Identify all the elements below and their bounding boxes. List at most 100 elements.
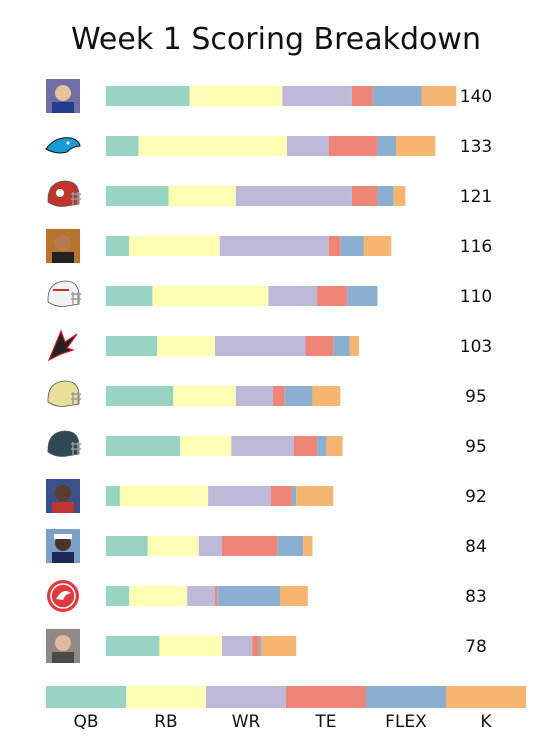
legend-label-rb: RB bbox=[154, 712, 177, 732]
bar-segment-wr bbox=[231, 436, 294, 456]
hawks-logo-icon bbox=[47, 580, 79, 612]
bar-segment-qb bbox=[106, 186, 169, 206]
legend-swatch-flex bbox=[366, 686, 446, 708]
bar-segment-te bbox=[317, 286, 348, 306]
bar-segment-wr bbox=[287, 136, 329, 156]
bar-segment-rb bbox=[189, 86, 283, 106]
bar-segment-te bbox=[351, 86, 373, 106]
bar-segment-rb bbox=[129, 236, 220, 256]
bar-segment-k bbox=[303, 536, 313, 556]
total-label: 110 bbox=[460, 287, 492, 307]
bar-segment-qb bbox=[106, 236, 130, 256]
legend-label-flex: FLEX bbox=[385, 712, 427, 732]
bar-segment-qb bbox=[106, 486, 120, 506]
bar-segment-flex bbox=[259, 636, 262, 656]
bar-segment-qb bbox=[106, 336, 157, 356]
bar-segment-k bbox=[396, 136, 436, 156]
bar-segment-wr bbox=[235, 386, 273, 406]
team-rows: 140 133 121 116 110 103 95 95 92 84 83 78 bbox=[45, 79, 492, 663]
bar-segment-qb bbox=[106, 386, 174, 406]
bar-segment-flex bbox=[377, 136, 396, 156]
bar-segment-te bbox=[351, 186, 378, 206]
bar-segment-wr bbox=[222, 636, 253, 656]
team-row: 95 bbox=[47, 430, 487, 457]
total-label: 84 bbox=[465, 537, 487, 557]
team-row: 83 bbox=[47, 580, 487, 612]
bar-segment-flex bbox=[347, 286, 378, 306]
bar-segment-qb bbox=[106, 586, 130, 606]
bar-segment-k bbox=[261, 636, 297, 656]
bar-segment-flex bbox=[377, 186, 394, 206]
bar-segment-k bbox=[280, 586, 308, 606]
white-helmet-icon bbox=[47, 280, 81, 307]
bar-segment-rb bbox=[159, 636, 222, 656]
bar-segment-wr bbox=[268, 286, 318, 306]
bar-segment-qb bbox=[106, 86, 190, 106]
falcon-logo-icon bbox=[47, 329, 78, 362]
chart-title: Week 1 Scoring Breakdown bbox=[71, 22, 481, 57]
legend-label-k: K bbox=[480, 712, 492, 732]
player-photo-icon bbox=[46, 229, 80, 263]
team-row: 121 bbox=[47, 180, 492, 207]
legend-swatch-qb bbox=[46, 686, 126, 708]
bar-segment-rb bbox=[152, 286, 269, 306]
bar-segment-te bbox=[293, 436, 318, 456]
legend-label-te: TE bbox=[314, 712, 336, 732]
bar-segment-rb bbox=[173, 386, 236, 406]
bar-segment-rb bbox=[157, 336, 215, 356]
total-label: 95 bbox=[465, 437, 487, 457]
legend-swatch-rb bbox=[126, 686, 206, 708]
bar-segment-wr bbox=[187, 586, 215, 606]
bar-segment-k bbox=[363, 236, 392, 256]
cheerleader-photo-icon bbox=[46, 79, 80, 113]
gold-helmet-icon bbox=[47, 380, 81, 407]
total-label: 121 bbox=[460, 187, 492, 207]
bar-segment-wr bbox=[208, 486, 271, 506]
bar-segment-wr bbox=[235, 186, 352, 206]
bar-segment-te bbox=[215, 586, 218, 606]
total-label: 92 bbox=[465, 487, 487, 507]
legend-swatch-te bbox=[286, 686, 366, 708]
bar-segment-flex bbox=[291, 486, 297, 506]
bar-segment-k bbox=[326, 436, 343, 456]
total-label: 78 bbox=[465, 637, 487, 657]
team-row: 133 bbox=[45, 136, 492, 157]
legend-label-wr: WR bbox=[232, 712, 261, 732]
bar-segment-qb bbox=[106, 436, 181, 456]
bar-segment-rb bbox=[147, 536, 199, 556]
bar-segment-qb bbox=[106, 636, 160, 656]
bar-segment-rb bbox=[180, 436, 232, 456]
bar-segment-rb bbox=[119, 486, 209, 506]
bar-segment-flex bbox=[317, 436, 327, 456]
bar-segment-k bbox=[393, 186, 406, 206]
team-row: 84 bbox=[46, 529, 487, 563]
total-label: 95 bbox=[465, 387, 487, 407]
legend: QB RB WR TE FLEX K bbox=[46, 686, 526, 732]
legend-swatch-k bbox=[446, 686, 526, 708]
bar-segment-te bbox=[328, 236, 341, 256]
bar-segment-k bbox=[296, 486, 334, 506]
bar-segment-flex bbox=[333, 336, 350, 356]
bar-segment-te bbox=[270, 486, 292, 506]
bar-segment-te bbox=[252, 636, 260, 656]
bar-segment-wr bbox=[282, 86, 352, 106]
bar-segment-flex bbox=[277, 536, 304, 556]
bar-segment-te bbox=[222, 536, 278, 556]
bar-segment-k bbox=[312, 386, 341, 406]
team-row: 103 bbox=[47, 329, 492, 362]
legend-label-qb: QB bbox=[73, 712, 98, 732]
panther-logo-icon bbox=[45, 137, 81, 154]
bar-segment-flex bbox=[284, 386, 313, 406]
bar-segment-qb bbox=[106, 136, 139, 156]
team-row: 78 bbox=[46, 629, 487, 663]
player-cap-icon bbox=[46, 529, 80, 563]
bar-segment-rb bbox=[129, 586, 188, 606]
bar-segment-k bbox=[349, 336, 359, 356]
bar-segment-te bbox=[328, 136, 378, 156]
total-label: 116 bbox=[460, 237, 492, 257]
team-row: 140 bbox=[46, 79, 492, 113]
bar-segment-qb bbox=[106, 286, 153, 306]
legend-swatch-wr bbox=[206, 686, 286, 708]
bar-segment-wr bbox=[198, 536, 222, 556]
